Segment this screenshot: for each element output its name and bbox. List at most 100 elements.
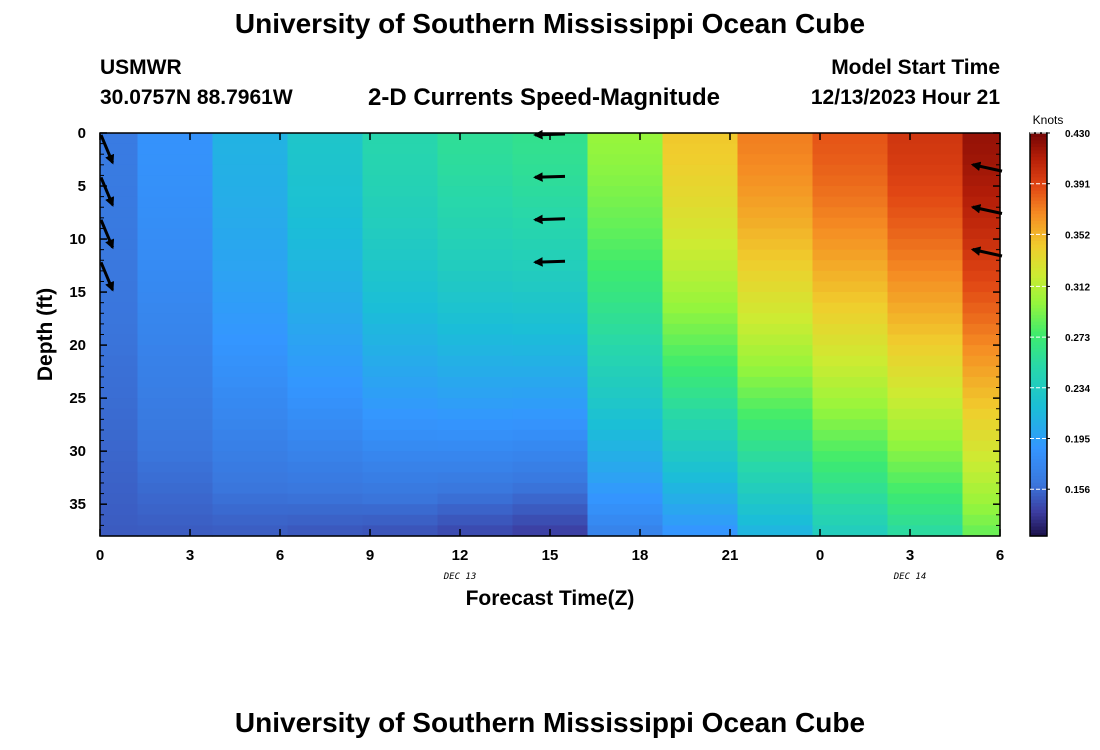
colorbar-segment bbox=[1030, 240, 1047, 245]
heatmap-cell bbox=[100, 281, 139, 293]
colorbar-segment bbox=[1030, 180, 1047, 184]
heatmap-cell bbox=[962, 154, 1001, 166]
colorbar-segment bbox=[1030, 431, 1047, 436]
heatmap-cell bbox=[812, 525, 889, 537]
heatmap-cell bbox=[437, 376, 514, 389]
heatmap-cell bbox=[737, 239, 814, 251]
heatmap-cell bbox=[512, 472, 589, 484]
heatmap-cell bbox=[887, 451, 964, 463]
heatmap-cell bbox=[662, 419, 739, 431]
heatmap-cell bbox=[362, 334, 439, 346]
heatmap-cell bbox=[437, 281, 514, 293]
colorbar-segment bbox=[1030, 351, 1047, 356]
heatmap-cell bbox=[662, 440, 739, 452]
heatmap-cell bbox=[812, 408, 889, 420]
heatmap-cell bbox=[100, 482, 139, 495]
heatmap-cell bbox=[137, 207, 214, 219]
heatmap-cell bbox=[737, 186, 814, 198]
heatmap-cell bbox=[737, 345, 814, 357]
heatmap-cell bbox=[887, 398, 964, 410]
colorbar-segment bbox=[1030, 247, 1047, 252]
heatmap-cell bbox=[212, 175, 289, 187]
heatmap-cell bbox=[512, 292, 589, 304]
heatmap-cell bbox=[962, 186, 1001, 198]
heatmap-cell bbox=[287, 323, 364, 336]
heatmap-cell bbox=[812, 461, 889, 473]
heatmap-cell bbox=[962, 196, 1001, 208]
heatmap-cell bbox=[512, 239, 589, 251]
heatmap-cell bbox=[137, 249, 214, 261]
heatmap-cell bbox=[737, 493, 814, 505]
colorbar-segment bbox=[1030, 253, 1047, 258]
colorbar-segment bbox=[1030, 438, 1047, 443]
heatmap-cell bbox=[512, 207, 589, 219]
heatmap-cell bbox=[437, 482, 514, 495]
colorbar-segment bbox=[1030, 405, 1047, 409]
colorbar-segment bbox=[1030, 452, 1047, 456]
heatmap-cell bbox=[812, 186, 889, 198]
heatmap-cell bbox=[587, 472, 664, 484]
colorbar-label: Knots bbox=[1033, 113, 1064, 127]
heatmap-cell bbox=[887, 461, 964, 473]
heatmap-cell bbox=[100, 154, 139, 166]
heatmap-cell bbox=[737, 387, 814, 399]
heatmap-cell bbox=[212, 228, 289, 240]
heatmap-cell bbox=[737, 302, 814, 314]
heatmap-cell bbox=[362, 175, 439, 187]
heatmap-cell bbox=[962, 525, 1001, 537]
heatmap-cell bbox=[737, 482, 814, 495]
heatmap-cell bbox=[100, 440, 139, 452]
heatmap-cell bbox=[662, 313, 739, 325]
heatmap-cell bbox=[662, 504, 739, 516]
heatmap-cell bbox=[887, 334, 964, 346]
heatmap-cell bbox=[737, 408, 814, 420]
heatmap-cell bbox=[212, 461, 289, 473]
heatmap-cell bbox=[212, 239, 289, 251]
heatmap-cell bbox=[137, 323, 214, 336]
current-vector-arrow bbox=[533, 172, 566, 182]
heatmap-cell bbox=[587, 260, 664, 272]
x-tick-label: 12 bbox=[452, 547, 469, 564]
colorbar-segment bbox=[1030, 143, 1047, 148]
heatmap-cell bbox=[962, 133, 1001, 145]
current-vector-arrow bbox=[99, 134, 115, 165]
heatmap-cell bbox=[437, 504, 514, 516]
heatmap-cell bbox=[812, 366, 889, 378]
heatmap-cell bbox=[962, 376, 1001, 389]
heatmap-cell bbox=[587, 270, 664, 283]
heatmap-cell bbox=[812, 133, 889, 145]
colorbar-segment bbox=[1030, 173, 1047, 178]
colorbar-segment bbox=[1030, 455, 1047, 460]
colorbar-segment bbox=[1030, 344, 1047, 349]
heatmap-cell bbox=[512, 164, 589, 177]
heatmap-cell bbox=[437, 207, 514, 219]
date-label: DEC 14 bbox=[893, 572, 927, 582]
heatmap-cell bbox=[100, 164, 139, 177]
heatmap-cell bbox=[212, 419, 289, 431]
heatmap-cell bbox=[512, 228, 589, 240]
heatmap-cell bbox=[100, 143, 139, 155]
heatmap-cell bbox=[100, 249, 139, 261]
heatmap-cell bbox=[137, 313, 214, 325]
heatmap-cell bbox=[587, 440, 664, 452]
heatmap-cell bbox=[737, 143, 814, 155]
colorbar-segment bbox=[1030, 237, 1047, 242]
heatmap-cell bbox=[212, 514, 289, 526]
heatmap-cell bbox=[362, 493, 439, 505]
colorbar-segment bbox=[1030, 472, 1047, 477]
date-label: DEC 13 bbox=[443, 572, 477, 582]
heatmap-cell bbox=[812, 260, 889, 272]
heatmap-cell bbox=[737, 175, 814, 187]
heatmap-cell bbox=[737, 366, 814, 378]
heatmap-cell bbox=[137, 482, 214, 495]
colorbar-segment bbox=[1030, 394, 1047, 399]
heatmap-cell bbox=[812, 514, 889, 526]
heatmap-cell bbox=[100, 355, 139, 367]
heatmap-cell bbox=[100, 292, 139, 304]
heatmap-cell bbox=[512, 482, 589, 495]
colorbar-segment bbox=[1030, 485, 1047, 490]
heatmap-cell bbox=[887, 175, 964, 187]
heatmap-cell bbox=[587, 493, 664, 505]
colorbar-segment bbox=[1030, 210, 1047, 215]
heatmap-cell bbox=[137, 270, 214, 283]
